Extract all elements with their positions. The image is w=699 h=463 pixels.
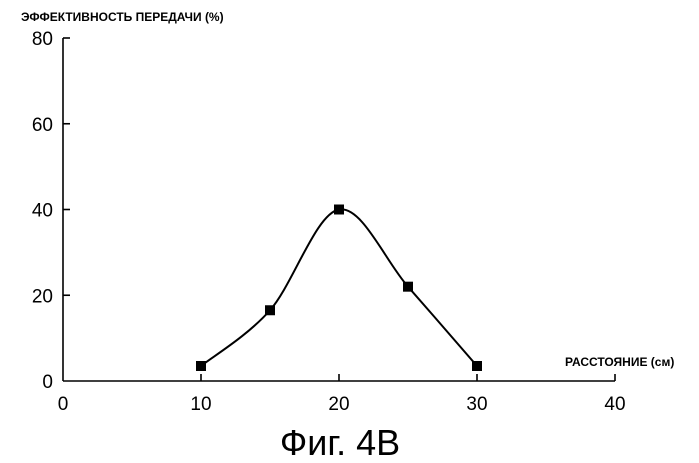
- data-point-marker: [265, 305, 275, 315]
- data-point-marker: [196, 361, 206, 371]
- figure-caption: Фиг. 4В: [280, 422, 400, 463]
- x-tick-label: 20: [328, 394, 349, 415]
- x-tick-label: 10: [190, 394, 211, 415]
- x-tick-label: 40: [604, 394, 625, 415]
- x-axis-ticks: 0 10 20 30 40: [58, 374, 626, 415]
- y-tick-label: 80: [32, 29, 53, 50]
- series-line: [201, 209, 477, 366]
- x-axis-label: РАССТОЯНИЕ (см): [565, 355, 674, 369]
- y-tick-label: 60: [32, 115, 53, 136]
- x-tick-label: 0: [58, 394, 69, 415]
- series-markers: [196, 205, 482, 371]
- x-tick-label: 30: [466, 394, 487, 415]
- y-axis-label: ЭФФЕКТИВНОСТЬ ПЕРЕДАЧИ (%): [21, 10, 224, 24]
- data-point-marker: [472, 361, 482, 371]
- y-tick-label: 0: [42, 372, 53, 393]
- y-tick-label: 20: [32, 286, 53, 307]
- data-point-marker: [334, 205, 344, 215]
- y-tick-label: 40: [32, 201, 53, 222]
- y-axis-ticks: 0 20 40 60 80: [32, 29, 70, 393]
- data-point-marker: [403, 282, 413, 292]
